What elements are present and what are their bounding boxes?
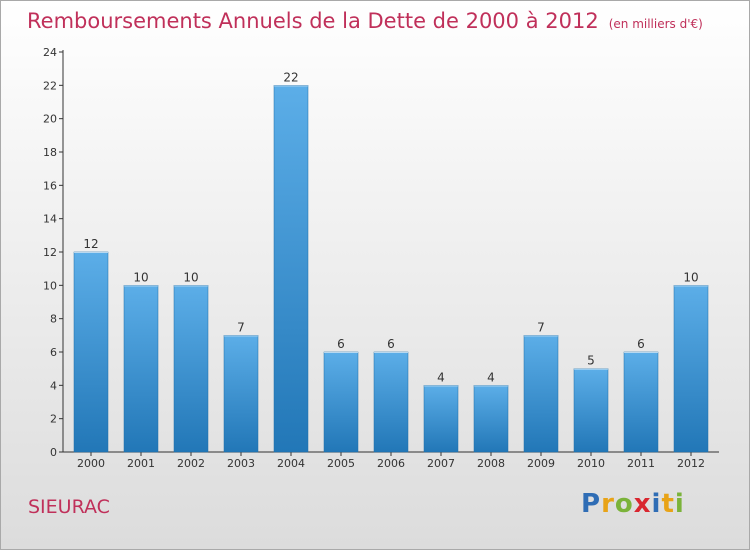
- bar-2000: [73, 251, 109, 453]
- logo-letter: i: [674, 489, 685, 519]
- chart-title-text: Remboursements Annuels de la Dette de 20…: [27, 9, 599, 33]
- bar-2006: [373, 351, 409, 453]
- logo-letter: P: [581, 489, 602, 519]
- y-tick-label: 18: [43, 146, 57, 159]
- x-tick-label: 2001: [127, 457, 155, 470]
- x-tick-label: 2000: [77, 457, 105, 470]
- x-tick-label: 2007: [427, 457, 455, 470]
- bar-2012: [673, 285, 709, 453]
- bar-2011: [623, 351, 659, 453]
- logo-letter: t: [661, 489, 675, 519]
- y-tick-label: 20: [43, 113, 57, 126]
- data-label: 7: [237, 320, 245, 334]
- bar-2001: [123, 285, 159, 453]
- chart-title: Remboursements Annuels de la Dette de 20…: [27, 9, 703, 33]
- x-tick-label: 2010: [577, 457, 605, 470]
- y-tick-label: 14: [43, 213, 57, 226]
- logo-letter: r: [601, 489, 615, 519]
- x-tick-label: 2008: [477, 457, 505, 470]
- logo-letter: i: [651, 489, 662, 519]
- data-label: 4: [437, 370, 445, 384]
- y-tick-label: 10: [43, 279, 57, 292]
- y-tick-label: 2: [50, 413, 57, 426]
- y-tick-label: 16: [43, 179, 57, 192]
- bar-2010: [573, 368, 609, 453]
- bar-2007: [423, 385, 459, 453]
- data-label: 10: [183, 270, 198, 284]
- data-label: 6: [387, 337, 395, 351]
- data-label: 6: [337, 337, 345, 351]
- x-tick-label: 2011: [627, 457, 655, 470]
- bar-2005: [323, 351, 359, 453]
- data-label: 7: [537, 320, 545, 334]
- y-tick-label: 12: [43, 246, 57, 259]
- bar-2003: [223, 335, 259, 453]
- y-tick-label: 6: [50, 346, 57, 359]
- data-label: 10: [133, 270, 148, 284]
- bar-2009: [523, 335, 559, 453]
- x-tick-label: 2002: [177, 457, 205, 470]
- y-tick-label: 4: [50, 379, 57, 392]
- logo-letter: o: [614, 489, 634, 519]
- x-tick-label: 2006: [377, 457, 405, 470]
- x-tick-label: 2005: [327, 457, 355, 470]
- bar-2002: [173, 285, 209, 453]
- data-label: 5: [587, 354, 595, 368]
- x-tick-label: 2004: [277, 457, 305, 470]
- y-tick-label: 22: [43, 79, 57, 92]
- chart-bars: 12 10 10 7 22 6 6 4 4 7 5 6 10: [73, 70, 709, 453]
- unit-note: (en milliers d'€): [608, 17, 703, 31]
- data-label: 10: [683, 270, 698, 284]
- y-tick-label: 0: [50, 446, 57, 459]
- x-tick-label: 2003: [227, 457, 255, 470]
- y-tick-label: 24: [43, 46, 57, 59]
- x-tick-label: 2012: [677, 457, 705, 470]
- data-label: 22: [283, 70, 298, 84]
- y-tick-label: 8: [50, 313, 57, 326]
- data-label: 6: [637, 337, 645, 351]
- data-label: 12: [83, 237, 98, 251]
- commune-name: SIEURAC: [28, 496, 110, 518]
- bar-2004: [273, 85, 309, 453]
- bar-2008: [473, 385, 509, 453]
- x-tick-label: 2009: [527, 457, 555, 470]
- proxiti-logo: Proxiti: [581, 489, 685, 519]
- logo-letter: x: [633, 489, 652, 519]
- data-label: 4: [487, 370, 495, 384]
